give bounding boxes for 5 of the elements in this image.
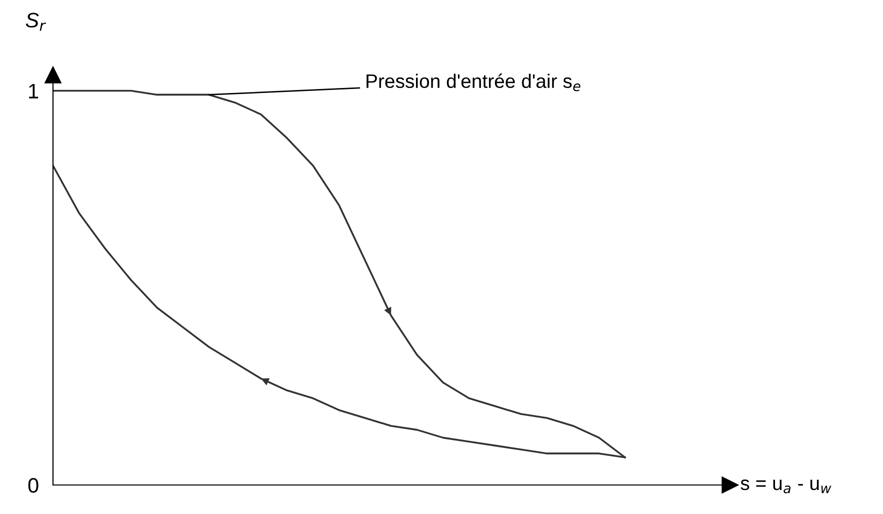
y-axis-title: S$_{r}$: [26, 12, 46, 31]
y-tick-label: 0: [28, 478, 38, 493]
annotation: Pression d'entrée d'air s$_{e}$: [366, 74, 580, 92]
y-tick-label: 1: [29, 84, 38, 98]
text: s = u$_{a}$ - u$_{w}$: [740, 480, 832, 494]
